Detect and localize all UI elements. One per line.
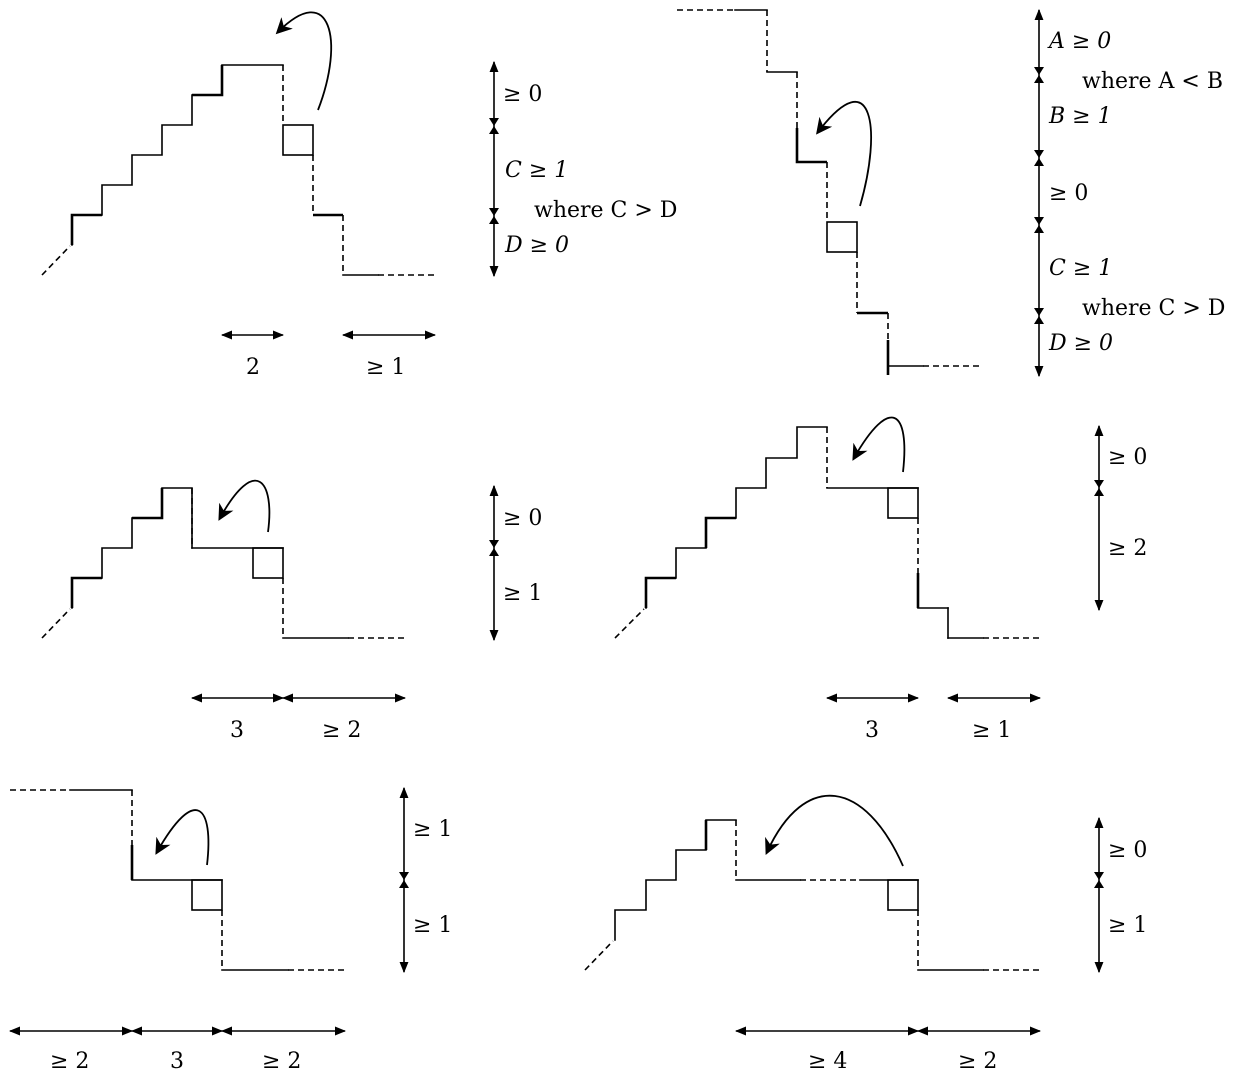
tl-vlabel-1: C ≥ 1 <box>505 158 568 183</box>
mr-hlabel-0: 3 <box>865 718 879 743</box>
ml-vlabel-1: ≥ 1 <box>503 581 542 606</box>
ml-hlabel-1: ≥ 2 <box>322 718 361 743</box>
panel-top-left: ≥ 0 C ≥ 1 where C > D D ≥ 0 2 ≥ 1 <box>41 11 677 380</box>
tr-vlabel-1: where A < B <box>1082 69 1223 94</box>
tl-hlabel-0: 2 <box>246 355 260 380</box>
tl-hlabel-1: ≥ 1 <box>366 355 405 380</box>
tr-vlabel-4: C ≥ 1 <box>1049 256 1112 281</box>
panel-bottom-left: ≥ 1 ≥ 1 ≥ 2 3 ≥ 2 <box>8 786 452 1074</box>
panel-middle-right: ≥ 0 ≥ 2 3 ≥ 1 <box>614 416 1147 743</box>
panel-middle-left: ≥ 0 ≥ 1 3 ≥ 2 <box>41 479 542 743</box>
bl-vlabel-1: ≥ 1 <box>413 913 452 938</box>
ml-vlabel-0: ≥ 0 <box>503 506 542 531</box>
tr-vlabel-5: where C > D <box>1082 296 1225 321</box>
ml-hlabel-0: 3 <box>230 718 244 743</box>
mr-hlabel-1: ≥ 1 <box>972 718 1011 743</box>
tl-vlabel-0: ≥ 0 <box>503 82 542 107</box>
br-vlabel-0: ≥ 0 <box>1108 838 1147 863</box>
br-hlabel-0: ≥ 4 <box>808 1049 847 1074</box>
br-vlabel-1: ≥ 1 <box>1108 913 1147 938</box>
tr-vlabel-6: D ≥ 0 <box>1048 331 1113 356</box>
panel-bottom-right: ≥ 0 ≥ 1 ≥ 4 ≥ 2 <box>584 794 1147 1074</box>
tr-vlabel-2: B ≥ 1 <box>1048 104 1112 129</box>
mr-vlabel-0: ≥ 0 <box>1108 445 1147 470</box>
bl-hlabel-0: ≥ 2 <box>50 1049 89 1074</box>
mr-vlabel-1: ≥ 2 <box>1108 536 1147 561</box>
tr-vlabel-0: A ≥ 0 <box>1047 29 1111 54</box>
bl-hlabel-2: ≥ 2 <box>262 1049 301 1074</box>
panel-top-right: A ≥ 0 where A < B B ≥ 1 ≥ 0 C ≥ 1 where … <box>677 8 1225 378</box>
bl-hlabel-1: 3 <box>170 1049 184 1074</box>
tl-vlabel-3: D ≥ 0 <box>504 233 569 258</box>
tr-vlabel-3: ≥ 0 <box>1049 181 1088 206</box>
br-hlabel-1: ≥ 2 <box>958 1049 997 1074</box>
tl-vlabel-2: where C > D <box>534 198 677 223</box>
bl-vlabel-0: ≥ 1 <box>413 817 452 842</box>
